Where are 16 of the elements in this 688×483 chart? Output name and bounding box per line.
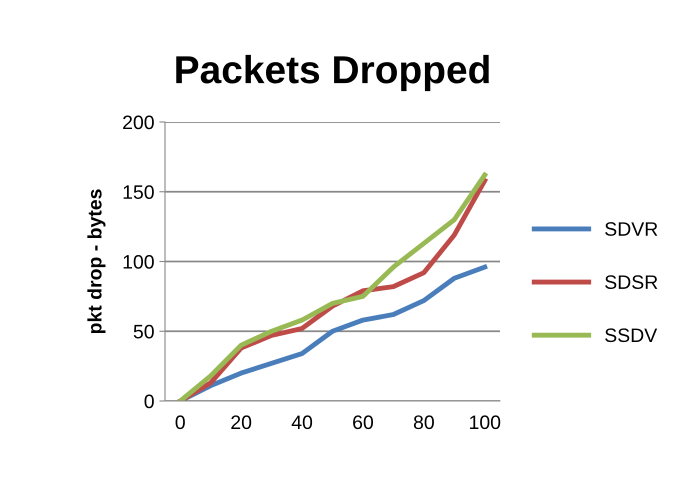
y-tick-label: 0 (144, 394, 154, 408)
x-tick-label: 20 (231, 415, 252, 430)
x-tick-label: 60 (353, 415, 374, 430)
y-tick-label: 50 (134, 324, 154, 338)
legend-label: SDVR (605, 222, 658, 236)
x-tick-label: 0 (176, 415, 185, 430)
y-tick-label: 150 (124, 185, 154, 199)
x-tick-label: 40 (292, 415, 312, 430)
chart-title: Packets Dropped (176, 54, 489, 92)
x-tick-label: 80 (414, 415, 434, 430)
legend-label: SSDV (605, 328, 658, 342)
y-tick-label: 100 (124, 254, 154, 269)
legend-label: SDSR (605, 275, 658, 290)
y-tick-label: 200 (123, 115, 154, 130)
x-tick-label: 100 (470, 415, 500, 430)
y-axis-title: pkt drop - bytes (87, 189, 106, 334)
